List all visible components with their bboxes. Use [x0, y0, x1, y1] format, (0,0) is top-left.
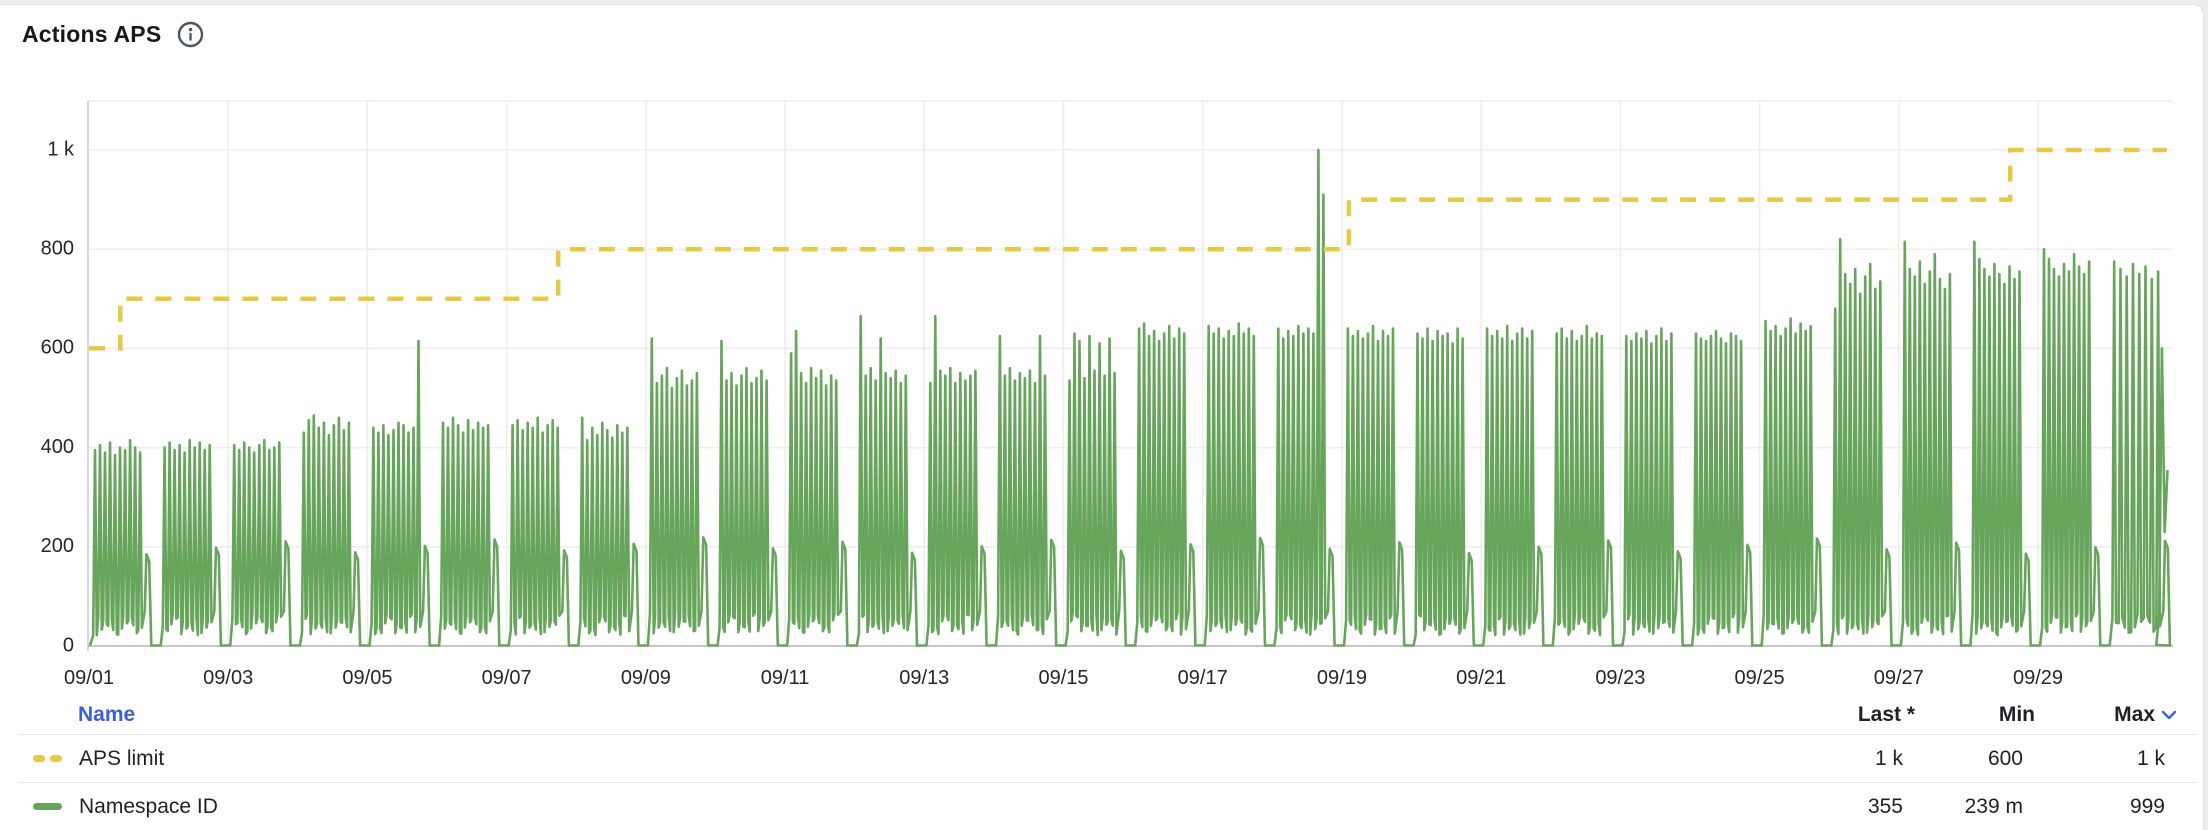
aps-limit-min-value: 600	[1987, 746, 2023, 770]
x-tick-label: 09/01	[64, 667, 114, 689]
legend-row-aps-limit[interactable]: APS limit 1 k 600 1 k	[18, 734, 2196, 782]
legend-header-max-label: Max	[2114, 703, 2155, 726]
legend-row-namespace-id[interactable]: Namespace ID 355 239 m 999	[18, 782, 2196, 830]
legend-header-min[interactable]: Min	[1915, 703, 2035, 727]
aps-limit-max-value: 1 k	[2136, 746, 2165, 770]
legend-header-last-label: Last *	[1857, 703, 1915, 726]
sort-chevron-down-icon	[2161, 710, 2177, 720]
x-tick-label: 09/25	[1735, 667, 1785, 689]
series-name-aps-limit: APS limit	[79, 746, 165, 770]
legend-header-max[interactable]: Max	[2035, 703, 2177, 727]
x-tick-label: 09/09	[621, 667, 671, 689]
x-tick-label: 09/15	[1038, 667, 1088, 689]
x-tick-label: 09/23	[1595, 667, 1645, 689]
namespace-id-max-value: 999	[2129, 794, 2165, 818]
legend-header-min-label: Min	[1998, 703, 2035, 726]
namespace-id-min-value: 239 m	[1964, 794, 2023, 818]
namespace-id-series-line	[88, 148, 2172, 647]
panel-header: Actions APS	[22, 14, 204, 54]
legend-header-last[interactable]: Last *	[1755, 703, 1915, 727]
namespace-id-swatch-icon	[33, 803, 63, 810]
y-tick-label: 1 k	[47, 138, 75, 160]
aps-limit-swatch-icon	[33, 755, 63, 762]
series-name-namespace-id: Namespace ID	[79, 794, 218, 818]
y-tick-label: 800	[41, 237, 74, 259]
x-tick-label: 09/03	[203, 667, 253, 689]
actions-aps-chart[interactable]: 0 200 400 600 800 1 k 09/01 09/03 09/05 09/07 09/0…	[0, 80, 2208, 700]
page-title: Actions APS	[22, 20, 162, 47]
x-tick-label: 09/11	[761, 667, 810, 689]
info-icon[interactable]	[177, 21, 204, 48]
aps-limit-series-line	[89, 147, 2167, 351]
namespace-id-last-value: 355	[1867, 794, 1903, 818]
y-tick-label: 400	[41, 436, 74, 458]
legend-table: Name Last * Min Max APS limit 1 k 600	[0, 696, 2208, 830]
x-tick-label: 09/05	[342, 667, 392, 689]
y-tick-label: 200	[41, 535, 74, 557]
x-tick-label: 09/21	[1456, 667, 1506, 689]
x-tick-label: 09/29	[2013, 667, 2063, 689]
x-tick-label: 09/07	[482, 667, 532, 689]
x-tick-label: 09/17	[1178, 667, 1228, 689]
x-tick-label: 09/13	[899, 667, 949, 689]
y-tick-label: 600	[41, 337, 74, 359]
legend-header-name[interactable]: Name	[78, 703, 136, 726]
chart-area[interactable]: 0 200 400 600 800 1 k 09/01 09/03 09/05 09/07 09/0…	[0, 80, 2208, 700]
x-tick-label: 09/19	[1317, 667, 1367, 689]
legend-header-row: Name Last * Min Max	[0, 696, 2208, 734]
x-tick-label: 09/27	[1874, 667, 1924, 689]
y-tick-label: 0	[63, 634, 74, 656]
aps-limit-last-value: 1 k	[1874, 746, 1903, 770]
